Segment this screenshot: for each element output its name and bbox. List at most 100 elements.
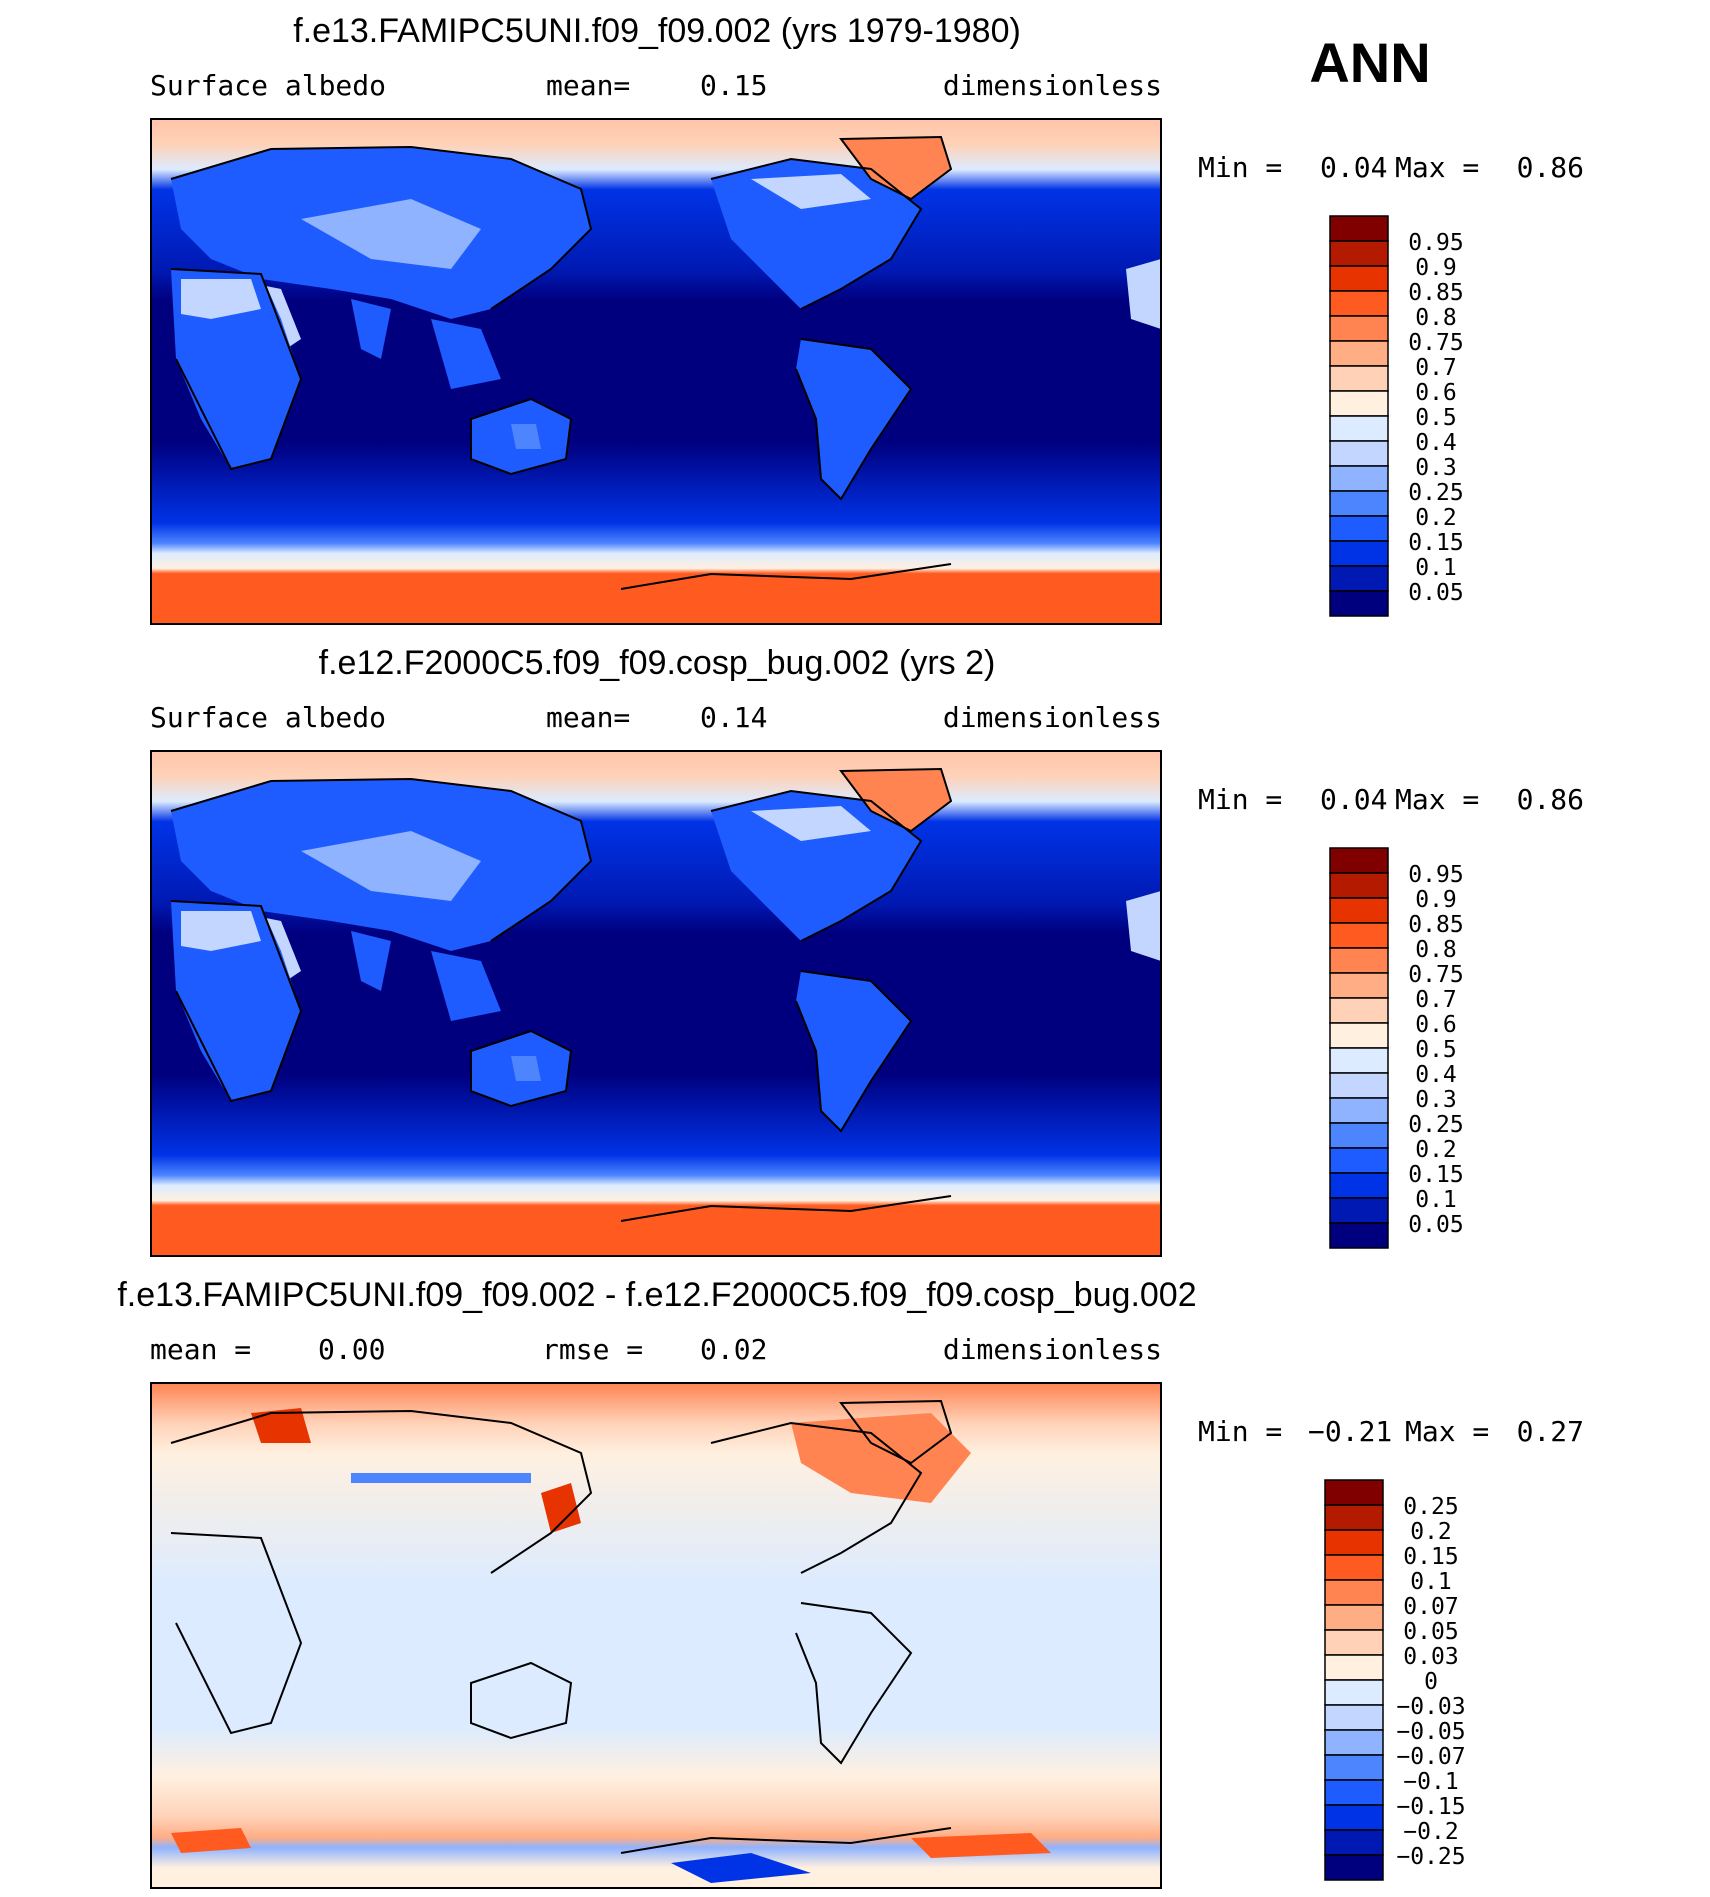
colorbar-tick-label: 0.7 xyxy=(1415,987,1457,1013)
min-label: Min = xyxy=(1198,151,1282,184)
map-frame xyxy=(150,750,1162,1257)
colorbar-swatch xyxy=(1329,565,1389,592)
colorbar-swatch xyxy=(1324,1629,1384,1656)
colorbar-tick-label: 0.6 xyxy=(1415,380,1457,406)
colorbar-tick-label: 0.25 xyxy=(1403,1494,1458,1520)
units-label: dimensionless xyxy=(943,69,1162,102)
colorbar-tick-label: 0.15 xyxy=(1408,1162,1463,1188)
colorbar-swatch xyxy=(1324,1754,1384,1781)
colorbar-tick-label: 0.05 xyxy=(1408,580,1463,606)
max-label: Max = xyxy=(1395,783,1479,816)
mean-value: 0.15 xyxy=(700,69,767,102)
rmse-value: 0.02 xyxy=(700,1333,767,1366)
colorbar-swatch xyxy=(1324,1704,1384,1731)
colorbar-tick-label: 0.2 xyxy=(1415,505,1457,531)
rmse-label: rmse = xyxy=(542,1333,643,1366)
colorbar-tick-label: 0.6 xyxy=(1415,1012,1457,1038)
colorbar-swatch xyxy=(1329,440,1389,467)
panel-title: f.e13.FAMIPC5UNI.f09_f09.002 - f.e12.F20… xyxy=(117,1276,1196,1314)
colorbar-swatch xyxy=(1329,847,1389,874)
colorbar: 0.250.20.150.10.070.050.030−0.03−0.05−0.… xyxy=(1324,1479,1466,1881)
colorbar-swatch xyxy=(1329,240,1389,267)
max-value: 0.86 xyxy=(1517,151,1584,184)
colorbar-swatch xyxy=(1329,897,1389,924)
colorbar-tick-label: 0.95 xyxy=(1408,230,1463,256)
colorbar-tick-label: 0.8 xyxy=(1415,937,1457,963)
colorbar-tick-label: 0.05 xyxy=(1408,1212,1463,1238)
colorbar-swatch xyxy=(1329,515,1389,542)
colorbar-tick-label: 0.7 xyxy=(1415,355,1457,381)
colorbar-tick-label: −0.2 xyxy=(1403,1819,1458,1845)
colorbar-swatch xyxy=(1329,1122,1389,1149)
colorbar-swatch xyxy=(1329,390,1389,417)
colorbar-swatch xyxy=(1324,1504,1384,1531)
colorbar-tick-label: 0.75 xyxy=(1408,962,1463,988)
colorbar-swatch xyxy=(1324,1779,1384,1806)
mean-label: mean= xyxy=(546,69,630,102)
colorbar-tick-label: −0.25 xyxy=(1396,1844,1465,1870)
colorbar-swatch xyxy=(1329,290,1389,317)
colorbar-swatch xyxy=(1329,265,1389,292)
min-value: −0.21 xyxy=(1308,1415,1392,1448)
max-value: 0.27 xyxy=(1517,1415,1584,1448)
panel-2: f.e12.F2000C5.f09_f09.cosp_bug.002 (yrs … xyxy=(150,644,1584,1257)
colorbar-swatch xyxy=(1329,972,1389,999)
colorbar-tick-label: 0.2 xyxy=(1410,1519,1452,1545)
colorbar-tick-label: 0.4 xyxy=(1415,1062,1457,1088)
coastlines xyxy=(170,1399,953,1854)
colorbar-tick-label: 0.9 xyxy=(1415,887,1457,913)
colorbar-tick-label: 0.1 xyxy=(1410,1569,1452,1595)
season-label: ANN xyxy=(1309,31,1430,94)
colorbar-swatch xyxy=(1329,490,1389,517)
colorbar-swatch xyxy=(1329,415,1389,442)
map-field xyxy=(151,1383,1161,1888)
colorbar-swatch xyxy=(1329,215,1389,242)
colorbar-tick-label: −0.03 xyxy=(1396,1694,1465,1720)
colorbar-swatch xyxy=(1329,1047,1389,1074)
colorbar-tick-label: 0.05 xyxy=(1403,1619,1458,1645)
colorbar-swatch xyxy=(1324,1554,1384,1581)
colorbar-tick-label: 0.85 xyxy=(1408,280,1463,306)
panel-title: f.e12.F2000C5.f09_f09.cosp_bug.002 (yrs … xyxy=(319,644,996,682)
colorbar-tick-label: 0.1 xyxy=(1415,555,1457,581)
coastlines xyxy=(170,767,953,1222)
colorbar-tick-label: 0.95 xyxy=(1408,862,1463,888)
colorbar-swatch xyxy=(1329,872,1389,899)
colorbar-tick-label: 0.15 xyxy=(1408,530,1463,556)
colorbar-tick-label: 0.25 xyxy=(1408,1112,1463,1138)
map-frame xyxy=(150,118,1162,625)
min-value: 0.04 xyxy=(1320,783,1387,816)
variable-label: Surface albedo xyxy=(150,69,386,102)
colorbar-tick-label: 0.5 xyxy=(1415,405,1457,431)
colorbar-swatch xyxy=(1329,465,1389,492)
max-label: Max = xyxy=(1405,1415,1489,1448)
colorbar-swatch xyxy=(1329,340,1389,367)
mean-label: mean = xyxy=(150,1333,251,1366)
colorbar: 0.950.90.850.80.750.70.60.50.40.30.250.2… xyxy=(1329,847,1464,1249)
colorbar-swatch xyxy=(1329,1172,1389,1199)
colorbar-tick-label: 0.15 xyxy=(1403,1544,1458,1570)
min-value: 0.04 xyxy=(1320,151,1387,184)
colorbar: 0.950.90.850.80.750.70.60.50.40.30.250.2… xyxy=(1329,215,1464,617)
colorbar-swatch xyxy=(1329,997,1389,1024)
colorbar-swatch xyxy=(1329,365,1389,392)
colorbar-tick-label: 0.1 xyxy=(1415,1187,1457,1213)
colorbar-swatch xyxy=(1329,1222,1389,1249)
colorbar-swatch xyxy=(1329,1097,1389,1124)
colorbar-tick-label: 0.9 xyxy=(1415,255,1457,281)
colorbar-swatch xyxy=(1324,1604,1384,1631)
colorbar-swatch xyxy=(1329,590,1389,617)
colorbar-swatch xyxy=(1329,1147,1389,1174)
units-label: dimensionless xyxy=(943,701,1162,734)
mean-value: 0.00 xyxy=(318,1333,385,1366)
min-label: Min = xyxy=(1198,783,1282,816)
colorbar-swatch xyxy=(1324,1579,1384,1606)
panel-1: f.e13.FAMIPC5UNI.f09_f09.002 (yrs 1979-1… xyxy=(150,12,1584,625)
colorbar-tick-label: −0.07 xyxy=(1396,1744,1465,1770)
colorbar-swatch xyxy=(1324,1479,1384,1506)
units-label: dimensionless xyxy=(943,1333,1162,1366)
colorbar-swatch xyxy=(1329,922,1389,949)
colorbar-tick-label: 0.75 xyxy=(1408,330,1463,356)
variable-label: Surface albedo xyxy=(150,701,386,734)
colorbar-tick-label: 0.4 xyxy=(1415,430,1457,456)
